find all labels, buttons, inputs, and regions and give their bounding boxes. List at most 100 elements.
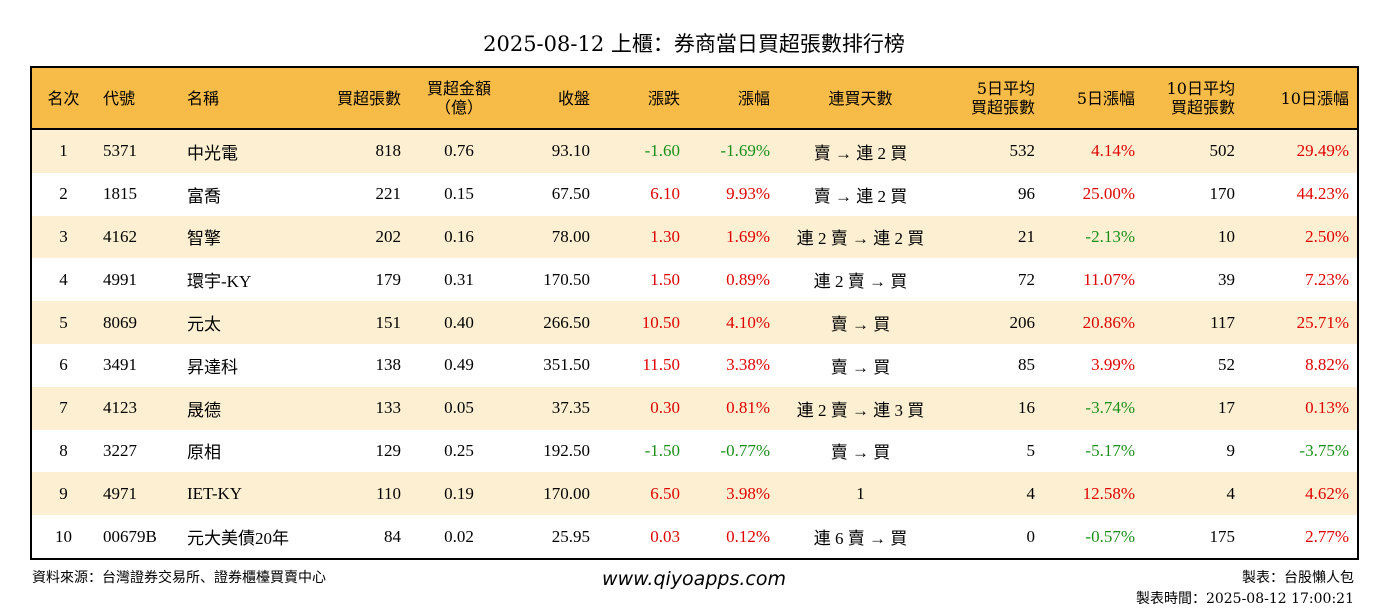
table-row[interactable]: 1 5371 中光電 818 0.76 93.10 -1.60 -1.69% 賣…: [31, 129, 1358, 173]
cell-avg10: 39: [1143, 258, 1243, 302]
header-close[interactable]: 收盤: [509, 67, 598, 130]
cell-avg10: 17: [1143, 386, 1243, 430]
cell-avg5: 72: [943, 258, 1043, 302]
header-avg5[interactable]: 5日平均 買超張數: [943, 67, 1043, 130]
cell-lots: 221: [309, 172, 409, 216]
header-change[interactable]: 漲跌: [598, 67, 688, 130]
table-row[interactable]: 10 00679B 元大美債20年 84 0.02 25.95 0.03 0.1…: [31, 515, 1358, 559]
cell-avg10: 9: [1143, 429, 1243, 473]
cell-pct10: 2.77%: [1243, 515, 1358, 559]
cell-pct5: 11.07%: [1043, 258, 1143, 302]
cell-pct5: -3.74%: [1043, 386, 1143, 430]
header-rank[interactable]: 名次: [31, 67, 95, 130]
cell-change: 1.30: [598, 215, 688, 259]
cell-days: 連 2 賣 → 連 2 買: [778, 215, 943, 259]
cell-change-pct: 9.93%: [688, 172, 778, 216]
header-change-pct[interactable]: 漲幅: [688, 67, 778, 130]
cell-close: 266.50: [509, 301, 598, 344]
cell-name: IET-KY: [179, 472, 309, 516]
cell-code: 8069: [95, 301, 179, 344]
cell-name: 智擎: [179, 215, 309, 259]
cell-amount: 0.19: [409, 472, 509, 516]
cell-avg10: 10: [1143, 215, 1243, 259]
cell-pct10: -3.75%: [1243, 429, 1358, 473]
cell-avg5: 206: [943, 301, 1043, 344]
cell-pct5: -5.17%: [1043, 429, 1143, 473]
cell-name: 晟德: [179, 386, 309, 430]
cell-change: 1.50: [598, 258, 688, 302]
cell-days: 連 2 賣 → 買: [778, 258, 943, 302]
cell-code: 4991: [95, 258, 179, 302]
table-row[interactable]: 5 8069 元太 151 0.40 266.50 10.50 4.10% 賣 …: [31, 301, 1358, 344]
cell-pct10: 25.71%: [1243, 301, 1358, 344]
cell-pct10: 4.62%: [1243, 472, 1358, 516]
website-link[interactable]: www.qiyoapps.com: [602, 568, 786, 590]
cell-rank: 2: [31, 172, 95, 216]
table-row[interactable]: 9 4971 IET-KY 110 0.19 170.00 6.50 3.98%…: [31, 472, 1358, 516]
cell-change: 0.30: [598, 386, 688, 430]
header-consecutive-days[interactable]: 連買天數: [778, 67, 943, 130]
table-row[interactable]: 8 3227 原相 129 0.25 192.50 -1.50 -0.77% 賣…: [31, 429, 1358, 473]
cell-lots: 133: [309, 386, 409, 430]
cell-code: 4162: [95, 215, 179, 259]
cell-rank: 6: [31, 343, 95, 387]
table-body: 1 5371 中光電 818 0.76 93.10 -1.60 -1.69% 賣…: [31, 129, 1358, 559]
header-net-buy-amount[interactable]: 買超金額 （億）: [409, 67, 509, 130]
cell-pct10: 44.23%: [1243, 172, 1358, 216]
header-pct5[interactable]: 5日漲幅: [1043, 67, 1143, 130]
cell-amount: 0.31: [409, 258, 509, 302]
table-row[interactable]: 6 3491 昇達科 138 0.49 351.50 11.50 3.38% 賣…: [31, 343, 1358, 387]
header-avg10[interactable]: 10日平均 買超張數: [1143, 67, 1243, 130]
cell-amount: 0.49: [409, 343, 509, 387]
cell-pct5: 12.58%: [1043, 472, 1143, 516]
cell-pct10: 2.50%: [1243, 215, 1358, 259]
cell-close: 67.50: [509, 172, 598, 216]
header-net-buy-lots[interactable]: 買超張數: [309, 67, 409, 130]
header-code[interactable]: 代號: [95, 67, 179, 130]
cell-lots: 129: [309, 429, 409, 473]
cell-change: 10.50: [598, 301, 688, 344]
cell-change: 0.03: [598, 515, 688, 559]
cell-close: 25.95: [509, 515, 598, 559]
cell-close: 78.00: [509, 215, 598, 259]
cell-rank: 5: [31, 301, 95, 344]
cell-amount: 0.05: [409, 386, 509, 430]
cell-avg5: 16: [943, 386, 1043, 430]
author-note: 製表：台股懶人包: [1242, 570, 1354, 586]
cell-rank: 4: [31, 258, 95, 302]
cell-avg5: 96: [943, 172, 1043, 216]
table-row[interactable]: 3 4162 智擎 202 0.16 78.00 1.30 1.69% 連 2 …: [31, 215, 1358, 259]
header-avg10-line2: 買超張數: [1170, 98, 1235, 117]
cell-name: 中光電: [179, 129, 309, 173]
cell-close: 192.50: [509, 429, 598, 473]
cell-days: 賣 → 買: [778, 343, 943, 387]
cell-rank: 8: [31, 429, 95, 473]
table-row[interactable]: 2 1815 富喬 221 0.15 67.50 6.10 9.93% 賣 → …: [31, 172, 1358, 216]
cell-pct5: 3.99%: [1043, 343, 1143, 387]
table-row[interactable]: 7 4123 晟德 133 0.05 37.35 0.30 0.81% 連 2 …: [31, 386, 1358, 430]
cell-change-pct: 1.69%: [688, 215, 778, 259]
ranking-table: 名次 代號 名稱 買超張數 買超金額 （億） 收盤 漲跌 漲幅 連買天數 5日平…: [30, 66, 1359, 560]
cell-avg5: 21: [943, 215, 1043, 259]
cell-avg5: 0: [943, 515, 1043, 559]
cell-pct5: -0.57%: [1043, 515, 1143, 559]
cell-lots: 202: [309, 215, 409, 259]
cell-rank: 3: [31, 215, 95, 259]
table-row[interactable]: 4 4991 環宇-KY 179 0.31 170.50 1.50 0.89% …: [31, 258, 1358, 302]
cell-pct10: 29.49%: [1243, 129, 1358, 173]
cell-rank: 1: [31, 129, 95, 173]
cell-pct10: 8.82%: [1243, 343, 1358, 387]
cell-change-pct: 3.98%: [688, 472, 778, 516]
header-net-buy-amount-line2: （億）: [434, 98, 483, 117]
header-pct10[interactable]: 10日漲幅: [1243, 67, 1358, 130]
cell-change: -1.60: [598, 129, 688, 173]
cell-days: 連 2 賣 → 連 3 買: [778, 386, 943, 430]
cell-amount: 0.16: [409, 215, 509, 259]
header-name[interactable]: 名稱: [179, 67, 309, 130]
cell-name: 昇達科: [179, 343, 309, 387]
cell-change-pct: 3.38%: [688, 343, 778, 387]
cell-avg10: 170: [1143, 172, 1243, 216]
cell-pct5: 4.14%: [1043, 129, 1143, 173]
header-avg10-line1: 10日平均: [1166, 79, 1235, 98]
cell-amount: 0.76: [409, 129, 509, 173]
